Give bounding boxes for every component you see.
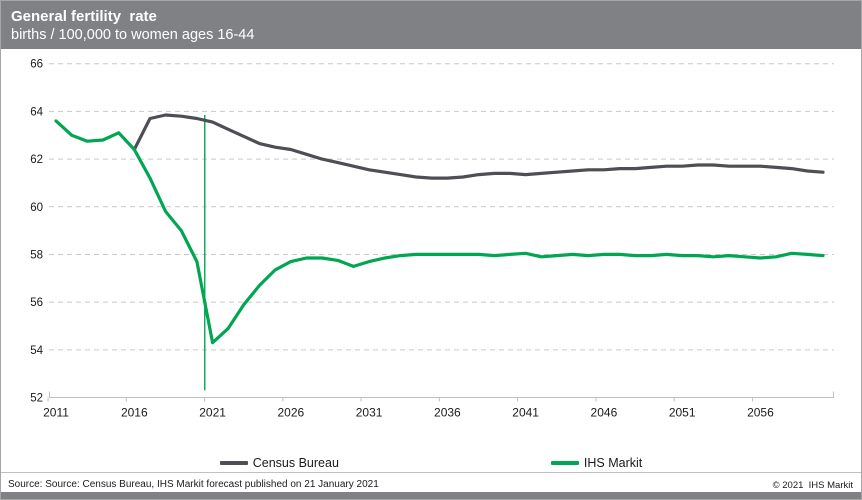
x-tick-label-2026: 2026 bbox=[277, 406, 304, 420]
y-tick-label-62: 62 bbox=[30, 154, 43, 166]
x-tick-label-2031: 2031 bbox=[356, 406, 383, 420]
source-text: Source: Source: Census Bureau, IHS Marki… bbox=[8, 479, 379, 490]
chart-subtitle: births / 100,000 to women ages 16-44 bbox=[11, 27, 255, 43]
legend-item-census: Census Bureau bbox=[219, 456, 339, 470]
series-line-ihs-markit bbox=[54, 119, 825, 345]
ihs-line-swatch-icon bbox=[550, 461, 579, 465]
y-tick-label-66: 66 bbox=[30, 59, 43, 71]
y-tick-label-56: 56 bbox=[30, 297, 43, 309]
bottom-accent-bar bbox=[1, 492, 861, 499]
x-tick-label-2036: 2036 bbox=[434, 406, 461, 420]
series-line-census-bureau bbox=[132, 113, 825, 180]
x-tick-label-2041: 2041 bbox=[512, 406, 539, 420]
copyright-text: © 2021 IHS Markit bbox=[772, 480, 853, 491]
legend-label-census: Census Bureau bbox=[252, 456, 339, 470]
x-tick-label-2016: 2016 bbox=[121, 406, 148, 420]
legend-label-ihs: IHS Markit bbox=[583, 456, 643, 470]
footer-divider bbox=[1, 472, 861, 473]
y-tick-label-54: 54 bbox=[30, 345, 43, 357]
y-tick-label-58: 58 bbox=[30, 249, 43, 261]
plot-area: 52 54 56 58 60 62 64 66 2011 2016 2021 2026 2031 2036… bbox=[1, 49, 861, 433]
x-tick-label-2056: 2056 bbox=[747, 406, 774, 420]
y-tick-label-60: 60 bbox=[30, 202, 43, 214]
x-tick-label-2051: 2051 bbox=[669, 406, 696, 420]
x-tick-label-2046: 2046 bbox=[591, 406, 618, 420]
legend: Census Bureau IHS Markit bbox=[1, 453, 861, 473]
y-tick-label-64: 64 bbox=[30, 106, 43, 118]
legend-item-ihs: IHS Markit bbox=[550, 456, 643, 470]
chart-header: General fertility rate births / 100,000 … bbox=[1, 1, 861, 49]
chart-title: General fertility rate bbox=[11, 8, 157, 25]
fertility-chart: 52 54 56 58 60 62 64 66 2011 2016 2021 2026 2031 2036… bbox=[30, 59, 834, 420]
x-tick-label-2011: 2011 bbox=[43, 406, 69, 420]
x-tick-label-2021: 2021 bbox=[199, 406, 226, 420]
y-tick-label-52: 52 bbox=[30, 393, 43, 405]
census-line-swatch-icon bbox=[219, 461, 248, 465]
